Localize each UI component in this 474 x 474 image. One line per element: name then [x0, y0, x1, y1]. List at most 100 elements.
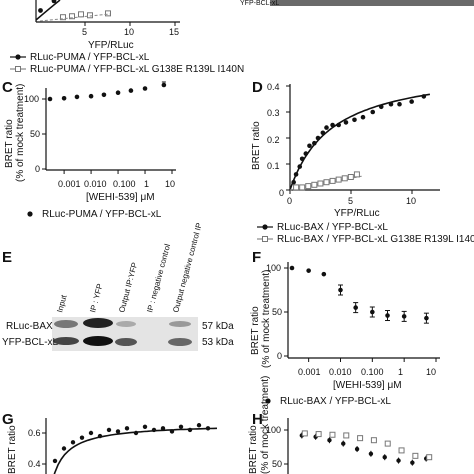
y-axis-title: BRET ratio	[250, 306, 261, 355]
panel-H: H 100 50 BRET ratio (% of mock treatment…	[248, 376, 433, 474]
data-point	[317, 180, 324, 187]
panel-letter: C	[2, 79, 13, 96]
data-point	[79, 435, 85, 440]
panel-top-right-blot: YFP-BCL-xL	[240, 0, 474, 7]
data-point	[398, 447, 405, 454]
y-axis-title: BRET ratio	[248, 425, 259, 474]
data-point	[412, 452, 419, 459]
data-point	[101, 92, 107, 98]
lane-label: Output negative control IP	[171, 222, 204, 314]
data-point	[320, 130, 326, 136]
tick-label: 15	[169, 27, 179, 37]
blot-band	[83, 336, 113, 346]
legend-marker-filled	[265, 398, 271, 404]
data-point	[142, 86, 148, 91]
blot-row-label: YFP-BCL-xL	[2, 337, 59, 348]
data-point	[87, 12, 93, 19]
data-point	[315, 431, 322, 438]
data-point	[151, 427, 157, 433]
data-point	[370, 437, 377, 444]
blot-band	[168, 338, 192, 346]
tick-label: 100	[266, 263, 281, 273]
data-point	[52, 458, 58, 464]
legend-entry: RLuc-PUMA / YFP-BCL-xL G138E R139L I140N	[30, 64, 244, 75]
blot-size-label: 53 kDa	[202, 337, 234, 348]
panel-top-left: 5 10 15 YFP/RLuc RLuc-PUMA / YFP-BCL-xL …	[10, 0, 244, 75]
data-point	[384, 440, 391, 447]
blot-row-label: RLuc-BAX	[6, 321, 53, 332]
tick-label: 0.010	[329, 367, 352, 377]
fit-curve	[39, 13, 111, 22]
panel-letter: G	[2, 411, 14, 428]
data-point	[133, 430, 139, 436]
panel-E: E Input IP : YFP Output IP:YFP IP : nega…	[2, 222, 234, 351]
tick-label: 0	[279, 188, 284, 198]
tick-label: 1	[398, 367, 403, 377]
data-point	[205, 426, 211, 431]
legend-entry: RLuc-BAX / YFP-BCL-xL G138E R139L I140N	[277, 234, 474, 245]
data-point	[315, 135, 321, 141]
blot-label: YFP-BCL-xL	[240, 0, 279, 7]
fit-curve	[53, 427, 218, 474]
legend-entry: RLuc-PUMA / YFP-BCL-xL	[30, 52, 150, 63]
data-point	[303, 151, 309, 156]
tick-label: 1	[144, 179, 149, 189]
data-point	[341, 175, 348, 182]
data-point	[74, 94, 80, 100]
y-axis-title: BRET ratio	[4, 119, 15, 168]
panel-letter: E	[2, 249, 12, 266]
legend-marker-filled	[27, 211, 33, 217]
data-point	[335, 176, 342, 183]
data-point	[60, 14, 66, 21]
tick-label: 0.3	[267, 108, 280, 118]
fit-curve	[35, 0, 61, 21]
tick-label: 0.4	[267, 82, 280, 92]
tick-label: 50	[272, 459, 282, 469]
lane-label: IP : negative control	[145, 243, 172, 314]
data-point	[347, 174, 354, 180]
panel-G: G 0.6 0.4 BRET ratio	[2, 411, 218, 474]
legend-entry: RLuc-BAX / YFP-BCL-xL	[277, 222, 388, 233]
y-axis-subtitle: (% of mock treatment)	[261, 270, 272, 368]
data-point	[78, 11, 84, 18]
data-point	[330, 122, 335, 128]
data-point	[297, 164, 303, 169]
y-axis-title: BRET ratio	[251, 121, 262, 170]
lane-label: Output IP:YFP	[117, 261, 139, 313]
blot-band	[83, 318, 113, 328]
tick-label: 10	[124, 27, 134, 37]
data-point	[291, 179, 296, 185]
tick-label: 5	[348, 196, 353, 206]
blot-band	[115, 338, 137, 346]
data-point	[51, 0, 57, 4]
data-point	[409, 99, 414, 104]
data-point	[306, 268, 311, 273]
data-point	[61, 446, 67, 451]
tick-label: 50	[30, 129, 40, 139]
tick-label: 0	[277, 351, 282, 361]
tick-label: 10	[426, 367, 436, 377]
data-point	[128, 88, 134, 93]
blot-band	[53, 337, 79, 345]
data-point	[323, 179, 330, 186]
tick-label: 0.2	[267, 135, 280, 145]
data-point	[370, 109, 376, 115]
x-axis-title: YFP/RLuc	[334, 208, 380, 219]
panel-F: F 100 50 0 BRET ratio (% of mock treatme…	[250, 249, 440, 407]
tick-label: 100	[24, 94, 39, 104]
tick-label: 100	[266, 425, 281, 435]
data-point	[161, 82, 167, 88]
tick-label: 0.4	[28, 459, 41, 469]
legend-marker-open	[262, 236, 268, 242]
data-point	[47, 96, 53, 102]
blot-size-label: 57 kDa	[202, 321, 234, 332]
data-point	[343, 120, 349, 125]
tick-label: 0.6	[28, 428, 41, 438]
data-point	[105, 10, 111, 17]
panel-letter: H	[252, 411, 263, 428]
data-point	[299, 156, 305, 162]
panel-letter: F	[252, 249, 261, 266]
tick-label: 0.001	[298, 367, 321, 377]
lane-label: Input	[55, 293, 68, 313]
